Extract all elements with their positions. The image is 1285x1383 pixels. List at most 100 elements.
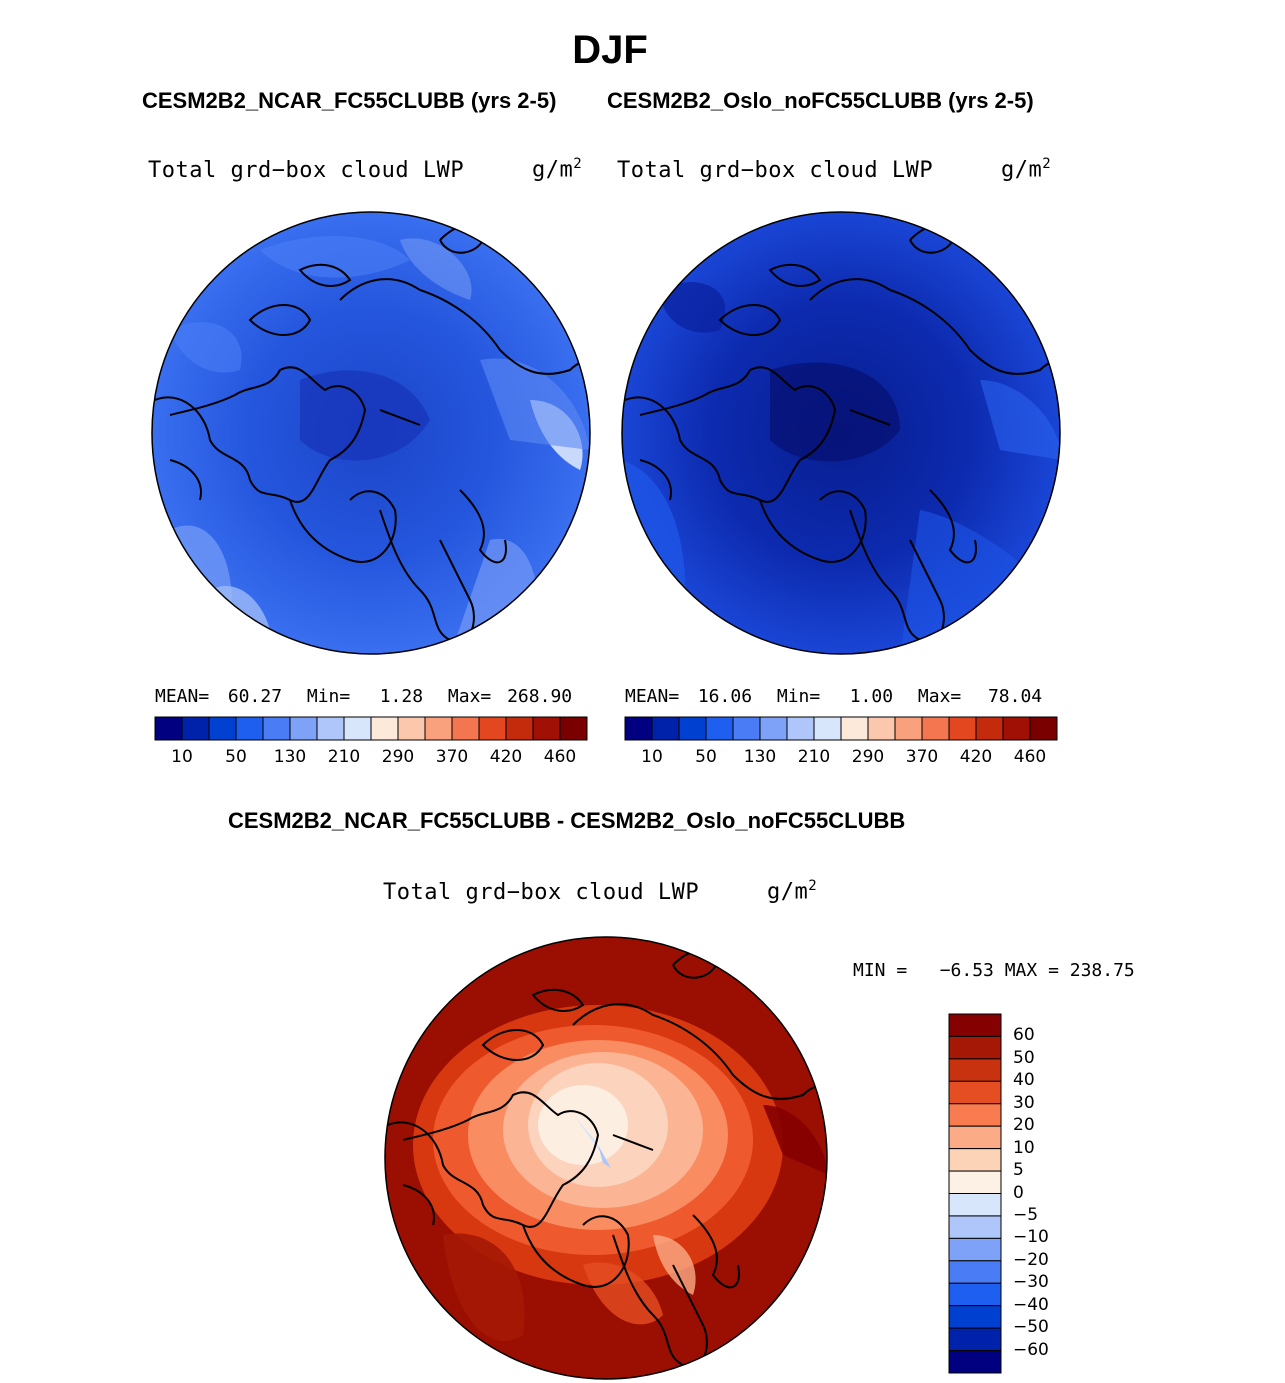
difference-colorbar-swatch bbox=[948, 1305, 1002, 1329]
right-colorbar-swatch bbox=[1002, 716, 1031, 741]
left-mean-label: MEAN= bbox=[155, 686, 210, 707]
difference-colorbar-swatch bbox=[948, 1035, 1002, 1060]
difference-colorbar-swatch bbox=[948, 1125, 1002, 1150]
diff-panel-units: g/m2 bbox=[767, 878, 818, 905]
difference-colorbar-swatch bbox=[948, 1193, 1002, 1217]
left-min-label: Min= bbox=[306, 686, 351, 707]
left-colorbar-swatch bbox=[154, 716, 183, 741]
right-colorbar-swatch bbox=[651, 716, 680, 741]
right-colorbar-ticks: 10 50 130 210 290 370 420 460 bbox=[625, 747, 1057, 769]
left-colorbar-tick-label: 10 bbox=[171, 747, 193, 767]
right-colorbar-tick-label: 420 bbox=[959, 747, 993, 767]
difference-colorbar-tick-label: −5 bbox=[1013, 1204, 1039, 1225]
left-panel-units: g/m2 bbox=[532, 156, 583, 183]
left-colorbar-tick-label: 370 bbox=[435, 747, 469, 767]
left-colorbar-swatch bbox=[397, 716, 426, 741]
right-panel-variable: Total grd−box cloud LWP bbox=[617, 158, 934, 183]
left-colorbar-swatch bbox=[289, 716, 318, 741]
difference-colorbar-swatch bbox=[948, 1350, 1002, 1374]
difference-colorbar-swatch bbox=[948, 1282, 1002, 1307]
right-mean-label: MEAN= bbox=[625, 686, 680, 707]
left-colorbar-swatch bbox=[478, 716, 507, 741]
left-polar-map bbox=[151, 211, 591, 655]
right-colorbar-swatch bbox=[975, 716, 1004, 741]
left-colorbar-swatch bbox=[559, 716, 588, 741]
difference-colorbar-tick-label: −50 bbox=[1013, 1317, 1049, 1338]
difference-colorbar-tick-label: −60 bbox=[1013, 1339, 1049, 1360]
difference-colorbar-tick-label: 20 bbox=[1013, 1115, 1035, 1136]
left-colorbar-tick-label: 460 bbox=[543, 747, 577, 767]
left-max-value: 268.90 bbox=[507, 686, 573, 707]
difference-colorbar-swatch bbox=[948, 1080, 1002, 1105]
right-colorbar-swatch bbox=[759, 716, 788, 741]
left-min-value: 1.28 bbox=[379, 686, 424, 707]
left-colorbar-swatch bbox=[532, 716, 561, 741]
right-min-value: 1.00 bbox=[849, 686, 894, 707]
difference-colorbar-swatch bbox=[948, 1215, 1002, 1239]
right-colorbar-swatch bbox=[1029, 716, 1058, 741]
difference-colorbar-tick-label: −40 bbox=[1013, 1294, 1049, 1315]
right-colorbar-tick-label: 370 bbox=[905, 747, 939, 767]
right-colorbar-swatch bbox=[867, 716, 896, 741]
difference-colorbar-swatch bbox=[948, 1260, 1002, 1284]
difference-colorbar-tick-label: 5 bbox=[1013, 1160, 1024, 1181]
right-colorbar-swatch bbox=[732, 716, 761, 741]
difference-colorbar-swatch bbox=[948, 1058, 1002, 1082]
difference-colorbar-tick-label: 40 bbox=[1013, 1070, 1035, 1091]
right-colorbar-tick-label: 50 bbox=[695, 747, 717, 767]
difference-colorbar-swatch bbox=[948, 1148, 1002, 1172]
difference-colorbar-tick-label: −30 bbox=[1013, 1272, 1049, 1293]
difference-colorbar-ticks: 60 50 40 30 20 10 5 0 −5 −10 −20 −30 −40 −50 −60 bbox=[1013, 1014, 1073, 1373]
left-colorbar-swatch bbox=[424, 716, 453, 741]
left-colorbar-swatch bbox=[181, 716, 210, 741]
left-colorbar-swatch bbox=[370, 716, 399, 741]
figure-title: DJF bbox=[572, 28, 648, 72]
left-colorbar-swatch bbox=[451, 716, 480, 741]
left-mean-value: 60.27 bbox=[227, 686, 283, 707]
left-max-label: Max= bbox=[447, 686, 492, 707]
right-colorbar-swatch bbox=[813, 716, 842, 741]
right-colorbar-swatch bbox=[894, 716, 923, 741]
left-colorbar-swatch bbox=[343, 716, 372, 741]
left-colorbar-swatch bbox=[316, 716, 345, 741]
left-colorbar-swatch bbox=[262, 716, 291, 741]
difference-colorbar-swatch bbox=[948, 1237, 1002, 1262]
right-colorbar-tick-label: 290 bbox=[851, 747, 885, 767]
right-panel-units: g/m2 bbox=[1001, 156, 1052, 183]
left-colorbar bbox=[154, 716, 588, 741]
difference-colorbar-swatch bbox=[948, 1327, 1002, 1352]
left-colorbar-tick-label: 420 bbox=[489, 747, 523, 767]
difference-colorbar-tick-label: 0 bbox=[1013, 1182, 1024, 1203]
right-colorbar-swatch bbox=[678, 716, 707, 741]
right-colorbar-swatch bbox=[840, 716, 869, 741]
difference-colorbar-tick-label: −10 bbox=[1013, 1227, 1049, 1248]
right-colorbar-tick-label: 460 bbox=[1013, 747, 1047, 767]
right-colorbar-swatch bbox=[705, 716, 734, 741]
difference-colorbar-swatch bbox=[948, 1103, 1002, 1127]
right-colorbar-swatch bbox=[786, 716, 815, 741]
left-colorbar-tick-label: 130 bbox=[273, 747, 307, 767]
difference-colorbar bbox=[948, 1013, 1002, 1374]
right-colorbar-swatch bbox=[921, 716, 950, 741]
right-polar-map bbox=[621, 211, 1061, 655]
difference-colorbar-tick-label: 10 bbox=[1013, 1137, 1035, 1158]
difference-colorbar-swatch bbox=[948, 1013, 1002, 1037]
left-colorbar-tick-label: 210 bbox=[327, 747, 361, 767]
difference-colorbar-swatch bbox=[948, 1170, 1002, 1194]
left-colorbar-swatch bbox=[505, 716, 534, 741]
right-max-value: 78.04 bbox=[987, 686, 1043, 707]
difference-subtitle: CESM2B2_NCAR_FC55CLUBB - CESM2B2_Oslo_no… bbox=[228, 808, 906, 833]
right-map-border bbox=[621, 211, 1061, 655]
left-stats: MEAN= 60.27 Min= 1.28 Max= 268.90 bbox=[155, 686, 572, 707]
right-mean-value: 16.06 bbox=[697, 686, 753, 707]
diff-panel-variable: Total grd−box cloud LWP bbox=[383, 880, 700, 905]
left-colorbar-ticks: 10 50 130 210 290 370 420 460 bbox=[155, 747, 587, 769]
right-colorbar bbox=[624, 716, 1058, 741]
difference-colorbar-tick-label: 60 bbox=[1013, 1025, 1035, 1046]
right-max-label: Max= bbox=[917, 686, 962, 707]
left-panel-variable: Total grd−box cloud LWP bbox=[148, 158, 465, 183]
right-stats: MEAN= 16.06 Min= 1.00 Max= 78.04 bbox=[625, 686, 1042, 707]
right-colorbar-tick-label: 130 bbox=[743, 747, 777, 767]
difference-colorbar-tick-label: 30 bbox=[1013, 1092, 1035, 1113]
difference-polar-map bbox=[384, 936, 828, 1380]
